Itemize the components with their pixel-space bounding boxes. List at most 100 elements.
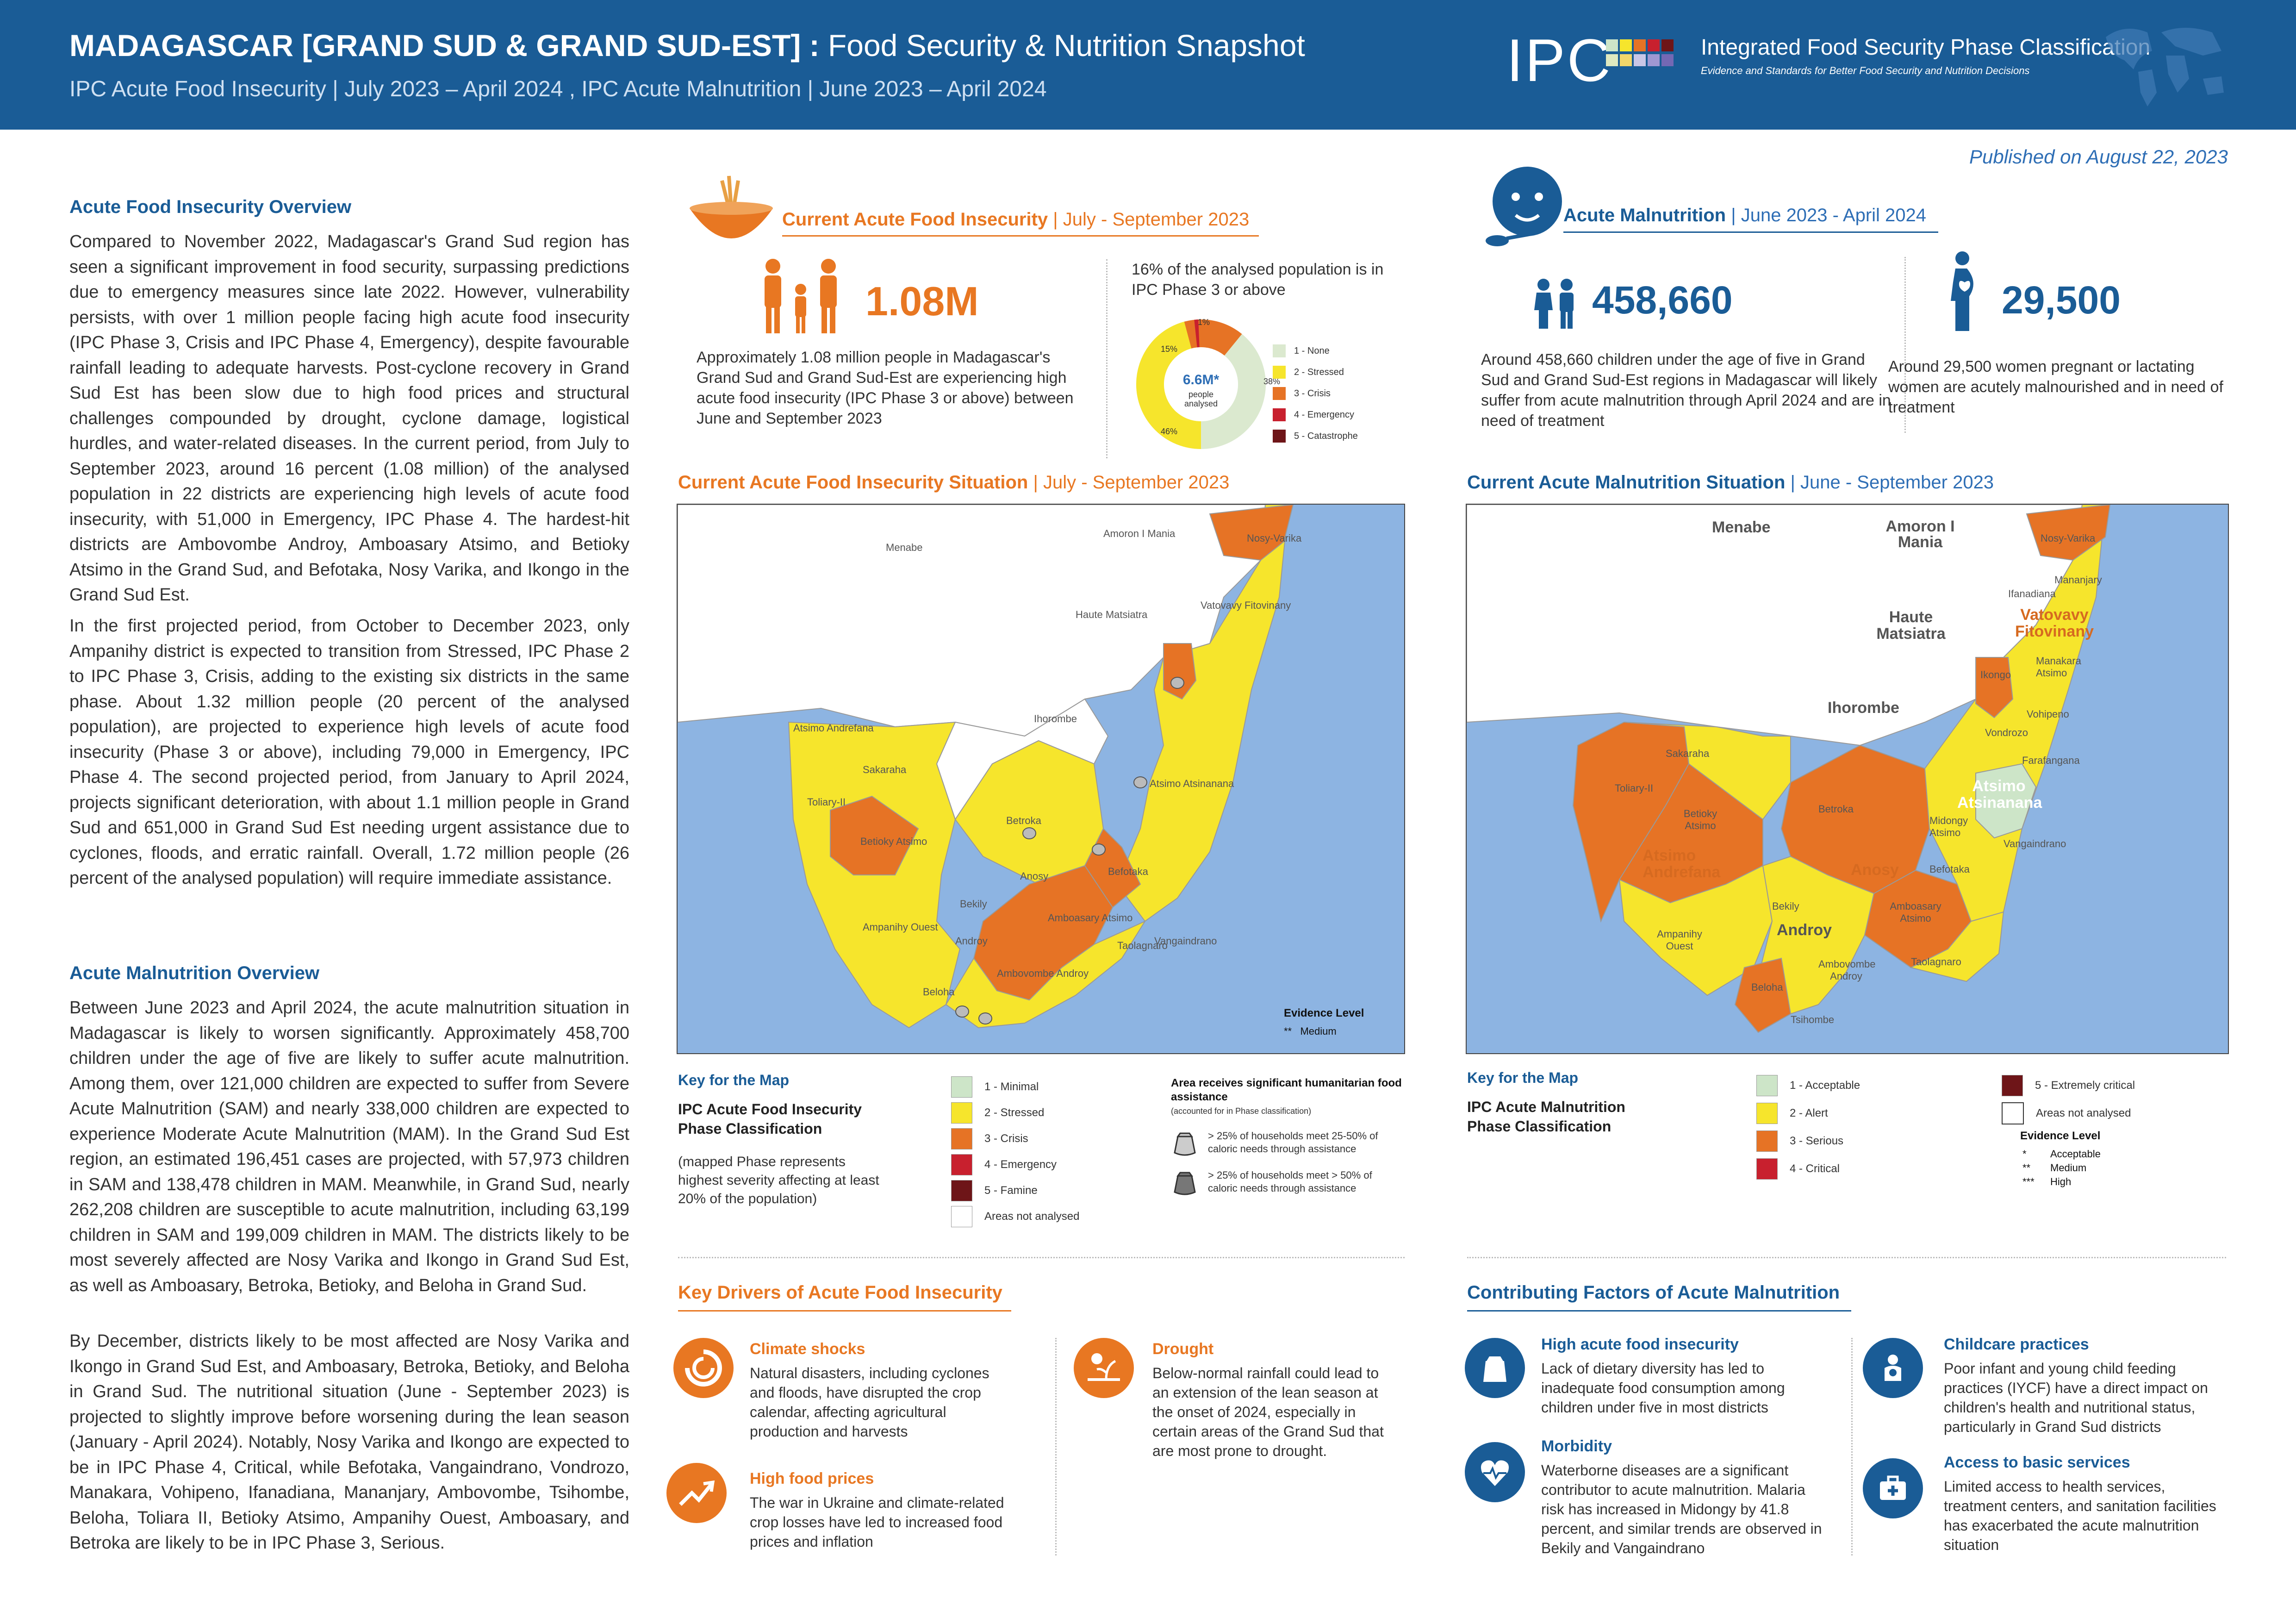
factor-childcare-title: Childcare practices xyxy=(1944,1336,2089,1353)
factor-food-text: Lack of dietary diversity has led to ina… xyxy=(1541,1360,1785,1416)
am-legend: 1 - Acceptable 2 - Alert 3 - Serious 4 -… xyxy=(1756,1072,1860,1183)
published-date: Published on August 22, 2023 xyxy=(1969,146,2228,168)
donut-label-38pct: 38% xyxy=(1263,377,1280,386)
afi-map-label-atsimo-andrefana: Atsimo Andrefana xyxy=(793,722,874,734)
am-children-number: 458,660 xyxy=(1592,278,1733,322)
factors-divider xyxy=(1851,1338,1853,1555)
am-overview-p2: By December, districts likely to be most… xyxy=(69,1331,629,1553)
afi-assist-title: Area receives significant humanitarian f… xyxy=(1171,1077,1402,1103)
afi-map-label-amboasary: Amboasary Atsimo xyxy=(1048,912,1133,924)
page-subtitle: IPC Acute Food Insecurity | July 2023 – … xyxy=(69,77,1047,101)
afi-assist-1: > 25% of households meet 25-50% of calor… xyxy=(1208,1130,1378,1155)
factor-childcare-text: Poor infant and young child feeding prac… xyxy=(1944,1360,2208,1435)
ipc-org-tagline: Evidence and Standards for Better Food S… xyxy=(1701,65,2030,76)
morbidity-heart-icon xyxy=(1465,1442,1525,1502)
donut-slice-emergency xyxy=(1136,319,1266,449)
afi-overview-p1: Compared to November 2022, Madagascar's … xyxy=(69,232,629,605)
drivers-divider xyxy=(1055,1338,1057,1555)
driver-prices-title: High food prices xyxy=(750,1470,874,1487)
assist-bag-dark-icon xyxy=(1174,1172,1196,1195)
donut-slice-stressed xyxy=(1136,319,1266,449)
am-map-label-bekily: Bekily xyxy=(1772,900,1799,912)
afi-evidence-title: Evidence Level xyxy=(1284,1007,1364,1019)
afi-map-label-toliary: Toliary-II xyxy=(807,796,846,808)
factors-title: Contributing Factors of Acute Malnutriti… xyxy=(1467,1282,1840,1303)
page-title: MADAGASCAR [GRAND SUD & GRAND SUD-EST] :… xyxy=(69,28,1305,62)
am-women-number: 29,500 xyxy=(2002,278,2121,322)
factors-rule xyxy=(1467,1310,1851,1312)
afi-map-label-bekily: Bekily xyxy=(960,898,987,910)
food-bowl-icon xyxy=(690,175,773,238)
am-map-title: Current Acute Malnutrition Situation | J… xyxy=(1467,472,1994,493)
am-women-desc: Around 29,500 women pregnant or lactatin… xyxy=(1888,358,2223,416)
am-title: Acute Malnutrition | June 2023 - April 2… xyxy=(1563,205,1927,225)
food-insecurity-icon xyxy=(1465,1338,1525,1398)
afi-current-title: Current Acute Food Insecurity | July - S… xyxy=(782,209,1250,230)
am-map-label-manakara: Manakara Atsimo xyxy=(2036,655,2081,679)
afi-key-subtitle: IPC Acute Food Insecurity Phase Classifi… xyxy=(678,1101,862,1137)
afi-map: Menabe Amoron I Mania Haute Matsiatra Ih… xyxy=(677,504,1405,1054)
afi-map-label-befotaka: Befotaka xyxy=(1108,866,1148,877)
afi-map-label-ampanihy: Ampanihy Ouest xyxy=(863,921,938,933)
am-key-subtitle: IPC Acute Malnutrition Phase Classificat… xyxy=(1467,1099,1625,1135)
header-bar xyxy=(0,0,2296,130)
donut-center-label1: people xyxy=(1188,390,1213,399)
afi-assist-sub: (accounted for in Phase classification) xyxy=(1171,1106,1312,1116)
world-map-icon xyxy=(2106,28,2224,106)
factor-morbidity-text: Waterborne diseases are a significant co… xyxy=(1541,1462,1822,1556)
am-overview-p1: Between June 2023 and April 2024, the ac… xyxy=(69,998,629,1295)
am-map-label-atsimo-atsinanana: Atsimo Atsinanana xyxy=(1957,777,2042,812)
afi-big-number: 1.08M xyxy=(865,278,979,324)
donut-legend: 1 - None 2 - Stressed 3 - Crisis 4 - Eme… xyxy=(1273,340,1358,447)
am-map-label-vatovavy: Vatovavy Fitovinany xyxy=(2015,606,2094,640)
afi-map-label-ambovombe: Ambovombe Androy xyxy=(997,968,1089,979)
afi-map-label-atsimo-atsinanana: Atsimo Atsinanana xyxy=(1150,778,1234,789)
afi-map-title: Current Acute Food Insecurity Situation … xyxy=(678,472,1230,493)
driver-drought-text: Below-normal rainfall could lead to an e… xyxy=(1152,1365,1384,1459)
am-map-label-tsihombe: Tsihombe xyxy=(1791,1014,1835,1025)
am-map-label-befotaka: Befotaka xyxy=(1929,863,1970,875)
am-map-label-ampanihy: Ampanihy Ouest xyxy=(1657,928,1702,952)
afi-legend: 1 - Minimal 2 - Stressed 3 - Crisis 4 - … xyxy=(951,1074,1079,1230)
drivers-rule xyxy=(678,1310,1011,1312)
afi-section-divider xyxy=(678,1257,1405,1258)
am-section-divider xyxy=(1467,1257,2226,1258)
afi-map-label-anosy: Anosy xyxy=(1020,870,1049,882)
am-map-label-amboasary: Amboasary Atsimo xyxy=(1890,900,1941,924)
am-key-title: Key for the Map xyxy=(1467,1069,1579,1086)
am-map-label-beloha: Beloha xyxy=(1751,981,1783,993)
donut-center-number: 6.6M* xyxy=(1183,372,1220,387)
afi-map-label-ihorombe: Ihorombe xyxy=(1034,713,1077,725)
assist-bag-light-icon xyxy=(1174,1132,1196,1156)
child-face-icon xyxy=(1486,167,1562,246)
afi-map-label-menabe: Menabe xyxy=(886,542,923,553)
am-map-label-betioky: Betioky Atsimo xyxy=(1683,808,1717,831)
afi-evidence-level: ** Medium xyxy=(1284,1025,1337,1037)
factor-morbidity-title: Morbidity xyxy=(1541,1437,1612,1455)
ipc-color-squares-icon xyxy=(1606,39,1674,66)
afi-map-label-vatovavy: Vatovavy Fitovinany xyxy=(1201,600,1291,611)
donut-label-1pct: 1% xyxy=(1198,318,1210,327)
am-header-rule xyxy=(1563,231,1938,233)
am-map-label-menabe: Menabe xyxy=(1712,518,1771,536)
driver-climate-title: Climate shocks xyxy=(750,1340,865,1358)
am-map-label-taolagnaro: Taolagnaro xyxy=(1911,956,1961,968)
family-icon xyxy=(765,259,837,333)
afi-map-label-haute-matsiatra: Haute Matsiatra xyxy=(1076,609,1148,620)
climate-shocks-icon xyxy=(673,1338,734,1398)
afi-overview-p2: In the first projected period, from Octo… xyxy=(69,616,629,888)
high-food-prices-icon xyxy=(666,1463,727,1523)
afi-map-label-sakaraha: Sakaraha xyxy=(863,764,907,775)
factor-services-text: Limited access to health services, treat… xyxy=(1944,1478,2216,1553)
afi-map-label-betioky: Betioky Atsimo xyxy=(860,836,927,847)
am-map-label-sakaraha: Sakaraha xyxy=(1666,748,1710,759)
afi-map-label-beloha: Beloha xyxy=(923,986,955,998)
driver-climate-text: Natural disasters, including cyclones an… xyxy=(750,1365,989,1440)
afi-map-label-taolagnaro: Taolagnaro xyxy=(1117,940,1168,951)
am-evidence-title: Evidence Level xyxy=(2020,1130,2101,1142)
factor-food-title: High acute food insecurity xyxy=(1541,1336,1739,1353)
am-map-label-betroka: Betroka xyxy=(1818,803,1854,815)
am-divider xyxy=(1904,257,1906,433)
driver-drought-title: Drought xyxy=(1152,1340,1214,1358)
childcare-icon xyxy=(1863,1338,1923,1398)
